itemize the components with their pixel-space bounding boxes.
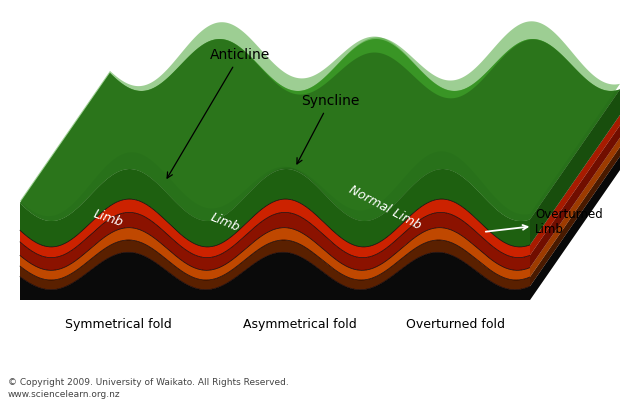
Text: Limb: Limb	[91, 207, 125, 229]
Polygon shape	[20, 199, 530, 257]
Text: Overturned
Limb: Overturned Limb	[486, 208, 603, 236]
Polygon shape	[530, 89, 620, 245]
Polygon shape	[530, 89, 620, 300]
Text: Normal Limb: Normal Limb	[346, 184, 423, 233]
Polygon shape	[20, 213, 530, 270]
Polygon shape	[20, 39, 620, 228]
Text: Symmetrical fold: Symmetrical fold	[65, 318, 171, 331]
Text: Asymmetrical fold: Asymmetrical fold	[243, 318, 357, 331]
Text: www.sciencelearn.org.nz: www.sciencelearn.org.nz	[8, 390, 120, 399]
Polygon shape	[20, 169, 530, 247]
Text: Limb: Limb	[209, 210, 241, 234]
Polygon shape	[530, 156, 620, 300]
Polygon shape	[20, 252, 530, 300]
Polygon shape	[20, 22, 620, 221]
Polygon shape	[530, 115, 620, 255]
Polygon shape	[20, 228, 530, 280]
Polygon shape	[530, 125, 620, 268]
Polygon shape	[20, 240, 530, 290]
Text: Syncline: Syncline	[297, 94, 359, 164]
Polygon shape	[20, 39, 620, 221]
Polygon shape	[530, 138, 620, 277]
Text: © Copyright 2009. University of Waikato. All Rights Reserved.: © Copyright 2009. University of Waikato.…	[8, 378, 289, 387]
Polygon shape	[530, 147, 620, 286]
Polygon shape	[20, 21, 620, 221]
Text: Overturned fold: Overturned fold	[406, 318, 505, 331]
Text: Anticline: Anticline	[167, 48, 270, 178]
